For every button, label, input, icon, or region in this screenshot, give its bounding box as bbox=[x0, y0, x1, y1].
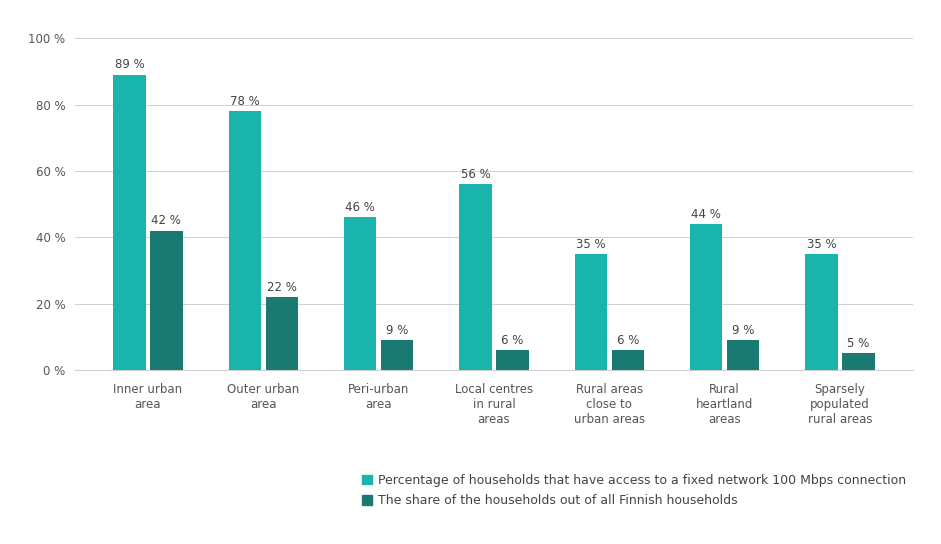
Text: 46 %: 46 % bbox=[345, 201, 375, 214]
Text: 22 %: 22 % bbox=[267, 281, 296, 294]
Text: 9 %: 9 % bbox=[386, 324, 408, 337]
Bar bbox=[229, 112, 261, 370]
Bar bbox=[381, 340, 413, 370]
Text: 89 %: 89 % bbox=[115, 59, 144, 71]
Legend: Percentage of households that have access to a fixed network 100 Mbps connection: Percentage of households that have acces… bbox=[362, 474, 906, 507]
Bar bbox=[113, 75, 146, 370]
Bar bbox=[842, 354, 875, 370]
Text: 9 %: 9 % bbox=[732, 324, 755, 337]
Text: 6 %: 6 % bbox=[502, 333, 524, 347]
Text: 35 %: 35 % bbox=[576, 238, 606, 251]
Bar bbox=[727, 340, 759, 370]
Bar bbox=[459, 184, 492, 370]
Bar bbox=[612, 350, 644, 370]
Text: 35 %: 35 % bbox=[806, 238, 837, 251]
Text: 78 %: 78 % bbox=[230, 95, 260, 108]
Text: 6 %: 6 % bbox=[616, 333, 639, 347]
Bar bbox=[575, 254, 607, 370]
Text: 42 %: 42 % bbox=[152, 214, 182, 227]
Bar bbox=[344, 218, 376, 370]
Bar bbox=[805, 254, 837, 370]
Bar bbox=[690, 224, 723, 370]
Text: 56 %: 56 % bbox=[461, 168, 490, 181]
Bar bbox=[265, 297, 298, 370]
Text: 5 %: 5 % bbox=[848, 337, 869, 350]
Bar bbox=[496, 350, 529, 370]
Text: 44 %: 44 % bbox=[692, 208, 721, 221]
Bar bbox=[151, 231, 183, 370]
